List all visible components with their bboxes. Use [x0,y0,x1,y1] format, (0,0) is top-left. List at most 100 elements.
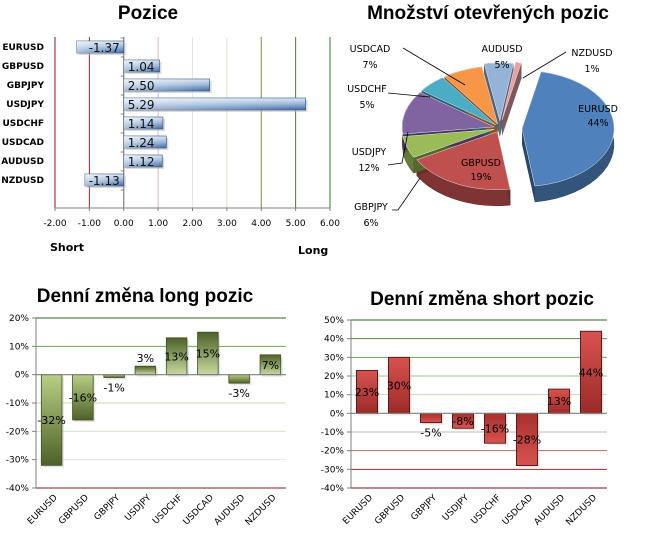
short-axis-label: Short [50,241,84,254]
category-label: USDJPY [441,493,471,523]
positions-x-ticks: -2.00 -1.00 0.00 1.00 2.00 3.00 4.00 5.00 6.00 [43,208,340,229]
positions-chart: Pozice -1.37 1.04 2.50 5.29 1.14 1.24 1.12 -1.1… [1,3,340,257]
daily-long-change-chart: Denní změna long pozic -32% -16% -1% 3% 13% 1… [6,286,286,528]
category-label: GBPUSD [57,493,91,527]
category-label: GBPJPY [93,493,123,523]
y-tick-label: -30% [321,465,345,475]
category-label: USDCHF [151,493,185,527]
pie-leader-line [402,47,466,86]
data-label: 2.50 [128,79,155,93]
pie-label-name: EURUSD [578,104,618,115]
category-label: GBPJPY [7,81,45,91]
y-tick-label: -10% [6,399,30,409]
bar-usdjpy [134,365,157,376]
daily-short-bars: 23% 30% -5% -8% -16% -28% 13% 44% [351,330,607,468]
bar-highlight [123,155,163,167]
y-tick-label: -10% [321,428,345,438]
y-tick-label: 30% [324,353,344,363]
y-tick-label: -20% [321,447,345,457]
category-label: NZDUSD [244,493,279,528]
data-label: 3% [137,352,154,365]
category-label: NZDUSD [1,176,44,186]
x-tick-label: 5.00 [286,219,306,229]
y-tick-label: 50% [324,316,344,326]
category-label: EURUSD [341,493,375,527]
y-tick-label: 0% [15,371,30,381]
category-label: AUDUSD [213,493,248,528]
pie-label-name: AUDUSD [481,44,522,55]
pie-slice-wall [521,128,535,202]
x-tick-label: 4.00 [251,219,271,229]
category-label: USDCAD [182,493,216,527]
x-tick-label: 0.00 [114,219,134,229]
open-positions-pie-chart: Množství otevřených pozic EURUSD 44% GBPUS… [347,3,618,229]
y-tick-label: -30% [6,456,30,466]
open-positions-chart-title: Množství otevřených pozic [367,3,609,24]
category-label: EURUSD [2,43,44,53]
x-tick-label: 2.00 [182,219,202,229]
data-label: -3% [228,387,249,400]
pie-slice-eurusd [521,71,615,187]
x-tick-label: -1.00 [78,219,102,229]
daily-long-chart-title: Denní změna long pozic [37,286,254,307]
pie-label-name: USDJPY [352,147,387,158]
data-label: -5% [420,427,441,440]
pie-leader-line [387,92,431,98]
positions-category-labels: EURUSD GBPUSD GBPJPY USDJPY USDCHF USDCAD AUDU… [1,43,44,186]
x-tick-label: 6.00 [320,219,340,229]
pie-leader-line [387,131,409,166]
y-tick-label: 0% [330,409,345,419]
bar-gbpjpy [420,412,442,424]
category-label: USDJPY [6,100,44,110]
data-label: -16% [69,391,97,404]
data-label: 1.14 [128,117,155,131]
pie-label-name: NZDUSD [571,48,612,59]
x-tick-label: -2.00 [43,219,67,229]
data-label: 1.24 [128,136,155,150]
pie-label-name: USDCHF [347,84,387,95]
data-label: -1% [103,382,124,395]
category-label: GBPUSD [2,62,44,72]
pie-label-pct: 1% [584,64,599,75]
data-label: -16% [481,422,509,435]
pie-label-pct: 6% [363,218,378,229]
pie-slice-usdcad [444,66,499,125]
bar-highlight [84,174,124,186]
data-label: 1.04 [128,60,155,74]
pie-slice-gbpusd [416,131,511,190]
data-label: 44% [579,366,603,379]
data-label: 13% [547,395,571,408]
pie-slice-audusd [483,62,514,122]
data-label: -32% [37,414,65,427]
pie-label-name: GBPUSD [461,158,501,169]
category-label: EURUSD [26,493,60,527]
pie-label-pct: 44% [587,118,608,129]
category-label: USDCAD [501,493,535,527]
pie-label-pct: 5% [359,100,374,111]
pie-label-pct: 12% [358,163,379,174]
category-label: GBPUSD [373,493,407,527]
category-label: AUDUSD [533,493,568,528]
bar-highlight [76,41,124,53]
y-tick-label: -20% [6,427,30,437]
y-tick-label: -40% [6,484,30,494]
daily-short-y-ticks: 50% 40% 30% 20% 10% 0% -10% -20% -30% -40% [321,316,351,494]
data-label: 15% [196,347,220,360]
category-label: USDJPY [123,493,153,523]
category-label: AUDUSD [1,157,44,167]
pie-label-pct: 7% [362,60,377,71]
category-label: USDCHF [2,119,44,129]
bar-shadow [105,376,127,380]
long-axis-label: Long [298,244,328,257]
bar-highlight [123,79,210,91]
pie-leader-line [522,51,567,79]
bar-highlight [123,60,160,72]
category-label: GBPJPY [409,493,439,523]
pie-slice-usdchf [421,77,496,126]
pie-label-pct: 5% [494,60,509,71]
bar-highlight [123,136,167,148]
positions-chart-title: Pozice [118,3,178,24]
data-label: 1.12 [128,155,155,169]
pie-labels: EURUSD 44% GBPUSD 19% GBPJPY 6% USDJPY 12% USDCH… [347,44,618,229]
